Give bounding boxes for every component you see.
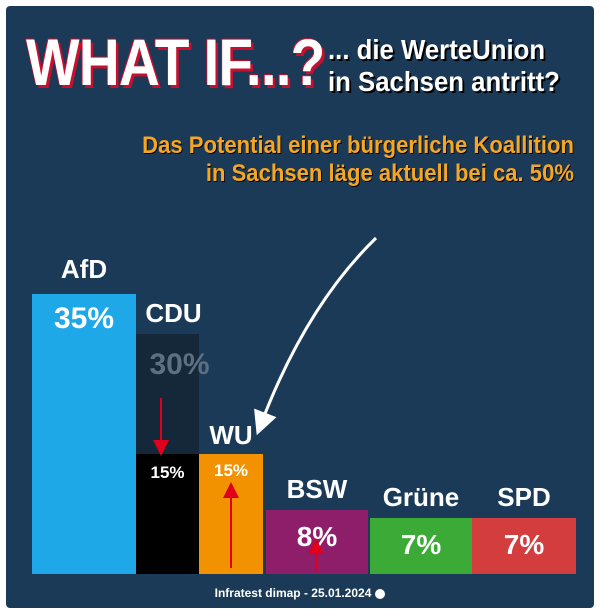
bar-afd xyxy=(32,294,136,574)
source-note: Infratest dimap - 25.01.2024 xyxy=(6,586,594,600)
bar-gruene xyxy=(370,518,472,574)
bar-chart: AfD 35% 15% 30% CDU WU 15% BSW 8% Grüne 7% SPD 7% xyxy=(32,236,576,574)
bar-label-wu: WU xyxy=(209,420,252,450)
bar-label-cdu: CDU xyxy=(145,298,201,328)
potential-line-1: Das Potential einer bürgerliche Koalliti… xyxy=(142,132,575,159)
headline: WHAT IF...? xyxy=(26,25,325,99)
arrow-potential-to-wu xyxy=(254,236,378,436)
bar-value-gruene: 7% xyxy=(401,529,442,560)
potential-line-2: in Sachsen läge aktuell bei ca. 50% xyxy=(205,160,574,187)
poll-card: WHAT IF...? ... die WerteUnion in Sachse… xyxy=(6,6,594,608)
bar-value-afd: 35% xyxy=(54,302,114,335)
bar-value-bsw: 8% xyxy=(297,521,338,552)
broadcaster-logo-icon xyxy=(375,588,386,599)
potential-note: Das Potential einer bürgerliche Koalliti… xyxy=(142,132,574,188)
bar-label-afd: AfD xyxy=(61,254,107,284)
bar-spd xyxy=(472,518,576,574)
bar-value-cdu: 30% xyxy=(149,348,209,381)
bar-label-gruene: Grüne xyxy=(383,482,460,512)
bar-label-bsw: BSW xyxy=(287,474,348,504)
subhead: ... die WerteUnion in Sachsen antritt? xyxy=(328,34,560,97)
source-text: Infratest dimap - 25.01.2024 xyxy=(214,586,372,600)
bar-value-cdu-remaining: 15% xyxy=(150,463,184,482)
bar-cdu-remaining xyxy=(136,454,199,574)
bar-value-spd: 7% xyxy=(504,529,545,560)
bar-label-spd: SPD xyxy=(497,482,550,512)
bar-value-wu: 15% xyxy=(214,461,248,480)
